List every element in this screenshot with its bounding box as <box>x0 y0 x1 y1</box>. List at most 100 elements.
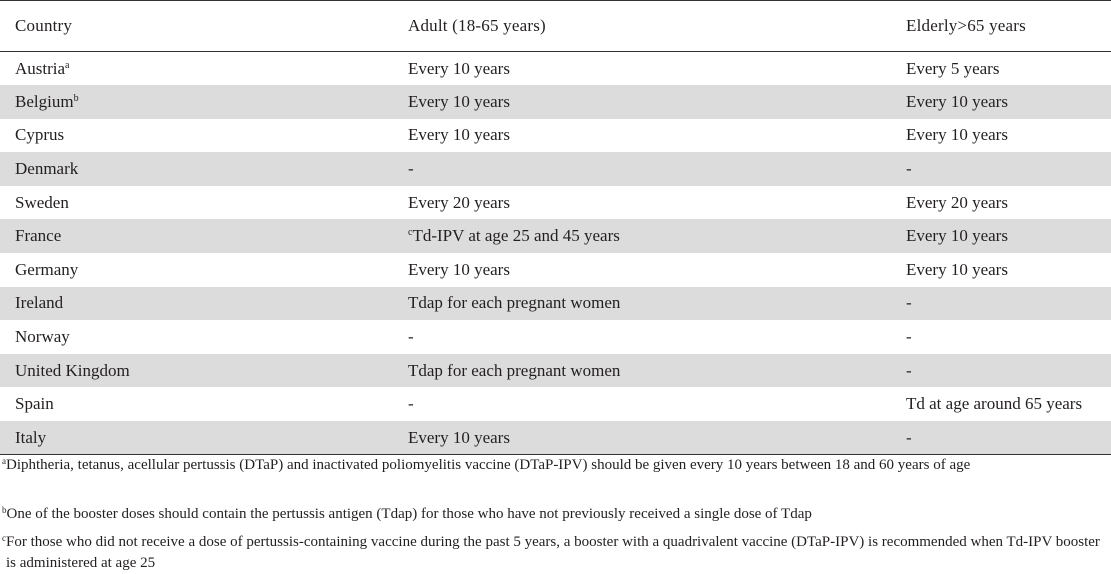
footnote-b: bOne of the booster doses should contain… <box>0 504 1106 525</box>
country-name: Norway <box>15 327 70 347</box>
adult-schedule: Every 20 years <box>408 192 510 212</box>
elderly-schedule: Every 10 years <box>906 125 1008 145</box>
adult-schedule: - <box>408 327 414 347</box>
cell-country: Cyprus <box>0 119 393 153</box>
elderly-schedule: - <box>906 427 912 447</box>
header-adult: Adult (18-65 years) <box>393 0 891 52</box>
elderly-schedule: - <box>906 159 912 179</box>
adult-schedule: Tdap for each pregnant women <box>408 360 621 380</box>
header-row: Country Adult (18-65 years) Elderly>65 y… <box>0 0 1111 52</box>
vaccination-schedule-table: Country Adult (18-65 years) Elderly>65 y… <box>0 0 1111 456</box>
footnote-text: Diphtheria, tetanus, acellular pertussis… <box>6 457 971 473</box>
country-name: Spain <box>15 394 54 414</box>
cell-elderly: Every 10 years <box>891 219 1111 254</box>
elderly-schedule: - <box>906 293 912 313</box>
footnote-text: One of the booster doses should contain … <box>6 506 812 522</box>
adult-schedule: - <box>408 159 414 179</box>
cell-adult: Tdap for each pregnant women <box>393 353 891 388</box>
table-row: United Kingdom Tdap for each pregnant wom… <box>0 353 1111 388</box>
table-body: Austriaa Every 10 years Every 5 years Belgi… <box>0 52 1111 456</box>
cell-adult: Every 10 years <box>393 119 891 153</box>
elderly-schedule: Every 20 years <box>906 192 1008 212</box>
cell-adult: Every 10 years <box>393 253 891 287</box>
table-row: Norway - - <box>0 320 1111 354</box>
adult-schedule: Tdap for each pregnant women <box>408 293 621 313</box>
cell-elderly: - <box>891 353 1111 388</box>
table-row: Austriaa Every 10 years Every 5 years <box>0 52 1111 86</box>
cell-country: Germany <box>0 253 393 287</box>
cell-elderly: - <box>891 421 1111 456</box>
table-row: Sweden Every 20 years Every 20 years <box>0 186 1111 220</box>
country-name: Sweden <box>15 192 69 212</box>
elderly-schedule: Every 10 years <box>906 226 1008 246</box>
country-name: Italy <box>15 427 47 447</box>
adult-schedule: - <box>408 394 414 414</box>
table-row: Italy Every 10 years - <box>0 421 1111 456</box>
cell-adult: Every 20 years <box>393 186 891 220</box>
cell-country: Sweden <box>0 186 393 220</box>
footnote-marker: c <box>408 227 413 239</box>
cell-adult: Every 10 years <box>393 421 891 456</box>
adult-schedule: Every 10 years <box>408 125 510 145</box>
footnote-marker: b <box>73 92 79 104</box>
cell-elderly: Every 5 years <box>891 52 1111 86</box>
cell-elderly: - <box>891 320 1111 354</box>
cell-country: Spain <box>0 387 393 421</box>
cell-country: Austriaa <box>0 52 393 86</box>
cell-country: Italy <box>0 421 393 456</box>
adult-schedule: Every 10 years <box>408 427 510 447</box>
table-header: Country Adult (18-65 years) Elderly>65 y… <box>0 0 1111 52</box>
cell-adult: Every 10 years <box>393 85 891 119</box>
elderly-schedule: - <box>906 327 912 347</box>
cell-elderly: Td at age around 65 years <box>891 387 1111 421</box>
cell-country: Belgiumb <box>0 85 393 119</box>
cell-adult: - <box>393 152 891 186</box>
cell-elderly: - <box>891 152 1111 186</box>
header-elderly: Elderly>65 years <box>891 0 1111 52</box>
cell-country: France <box>0 219 393 254</box>
table-row: Ireland Tdap for each pregnant women - <box>0 286 1111 321</box>
cell-adult: - <box>393 320 891 354</box>
cell-adult: Tdap for each pregnant women <box>393 286 891 321</box>
country-name: Cyprus <box>15 125 65 145</box>
country-name: Ireland <box>15 293 64 313</box>
elderly-schedule: Every 5 years <box>906 58 1000 78</box>
country-name: United Kingdom <box>15 360 130 380</box>
footnote-marker: b <box>2 505 7 515</box>
elderly-schedule: Every 10 years <box>906 259 1008 279</box>
footnote-marker: a <box>2 456 6 466</box>
adult-schedule: Every 10 years <box>408 91 510 111</box>
elderly-schedule: Td at age around 65 years <box>906 394 1083 414</box>
cell-elderly: Every 10 years <box>891 253 1111 287</box>
cell-country: United Kingdom <box>0 353 393 388</box>
country-name: Denmark <box>15 159 79 179</box>
footnote-marker: c <box>2 533 6 543</box>
footnote-text: For those who did not receive a dose of … <box>6 534 1100 571</box>
table-row: France cTd-IPV at age 25 and 45 years Ever… <box>0 219 1111 254</box>
cell-country: Norway <box>0 320 393 354</box>
footnote-c: cFor those who did not receive a dose of… <box>0 532 1106 574</box>
adult-schedule: Td-IPV at age 25 and 45 years <box>412 226 620 246</box>
country-name: Belgium <box>15 91 74 111</box>
cell-adult: Every 10 years <box>393 52 891 86</box>
cell-elderly: - <box>891 286 1111 321</box>
footnote-a: aDiphtheria, tetanus, acellular pertussi… <box>0 455 1106 476</box>
country-name: Austria <box>15 58 66 78</box>
footnote-marker: a <box>65 59 70 71</box>
cell-elderly: Every 10 years <box>891 85 1111 119</box>
cell-country: Denmark <box>0 152 393 186</box>
table-row: Denmark - - <box>0 152 1111 186</box>
country-name: Germany <box>15 259 79 279</box>
cell-adult: - <box>393 387 891 421</box>
adult-schedule: Every 10 years <box>408 58 510 78</box>
header-country: Country <box>0 0 393 52</box>
table-row: Cyprus Every 10 years Every 10 years <box>0 119 1111 153</box>
elderly-schedule: Every 10 years <box>906 91 1008 111</box>
cell-country: Ireland <box>0 286 393 321</box>
adult-schedule: Every 10 years <box>408 259 510 279</box>
table-row: Belgiumb Every 10 years Every 10 years <box>0 85 1111 119</box>
cell-elderly: Every 20 years <box>891 186 1111 220</box>
cell-adult: cTd-IPV at age 25 and 45 years <box>393 219 891 254</box>
table-row: Spain - Td at age around 65 years <box>0 387 1111 421</box>
